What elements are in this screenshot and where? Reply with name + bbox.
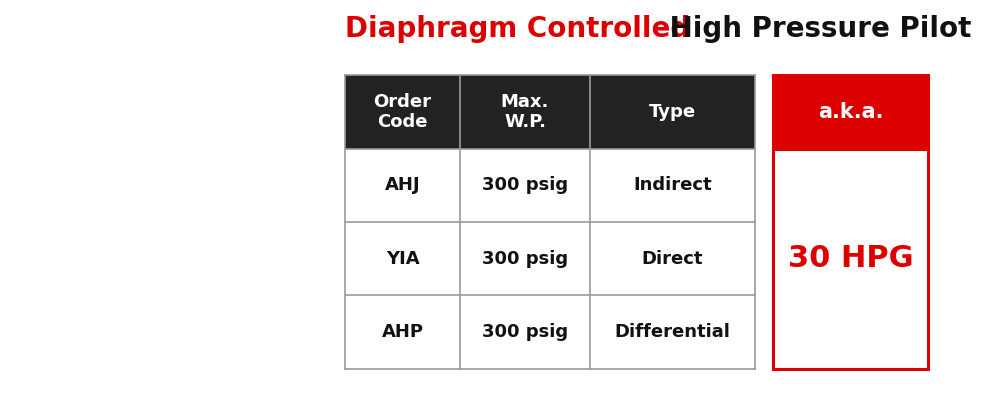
Text: Indirect: Indirect	[633, 176, 712, 194]
Text: AHP: AHP	[381, 323, 423, 341]
Text: Differential: Differential	[615, 323, 730, 341]
Bar	[773, 75, 928, 369]
Text: 300 psig: 300 psig	[482, 176, 568, 194]
Bar	[773, 75, 928, 149]
Text: Order
Code: Order Code	[373, 93, 431, 132]
Text: 300 psig: 300 psig	[482, 323, 568, 341]
Bar	[345, 222, 755, 295]
Text: Diaphragm Controlled: Diaphragm Controlled	[345, 16, 690, 43]
Bar	[345, 149, 755, 222]
Bar	[345, 75, 755, 149]
Text: 30 HPG: 30 HPG	[788, 244, 913, 273]
Bar	[773, 149, 928, 369]
Text: a.k.a.: a.k.a.	[818, 102, 883, 122]
Bar	[345, 295, 755, 369]
Text: Type: Type	[649, 103, 696, 121]
Text: High Pressure Pilot: High Pressure Pilot	[660, 16, 971, 43]
Text: AHJ: AHJ	[385, 176, 420, 194]
Text: Max.
W.P.: Max. W.P.	[501, 93, 549, 132]
Text: Direct: Direct	[642, 250, 703, 268]
Text: YIA: YIA	[386, 250, 419, 268]
Text: 300 psig: 300 psig	[482, 250, 568, 268]
